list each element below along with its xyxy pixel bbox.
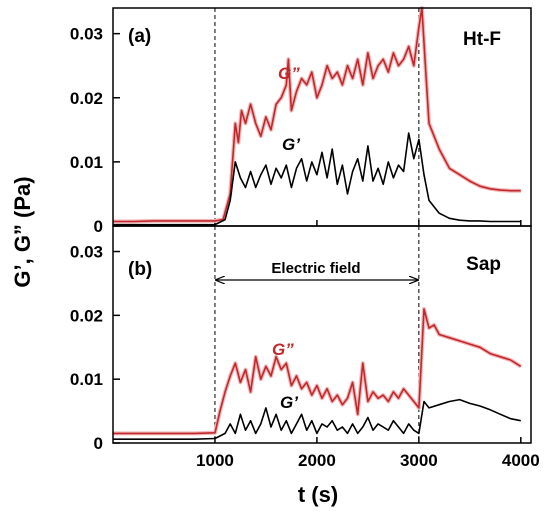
panel-a: 0 0.01 0.02 0.03 (a) Ht-F G” G’ [70, 6, 532, 236]
y-tick-label: 0 [94, 217, 103, 236]
y-tick-label: 0.01 [70, 370, 103, 389]
panel-b-g-double-prime-label: G” [272, 340, 294, 359]
series-line-glow [113, 6, 521, 224]
g-prime-line [113, 398, 521, 441]
x-axis-label: t (s) [298, 482, 338, 507]
y-tick-label: 0.03 [70, 25, 103, 44]
panel-b-field-markers [214, 226, 420, 443]
x-tick-label: 4000 [502, 451, 540, 470]
x-tick-label: 2000 [298, 451, 336, 470]
panel-a-series [113, 6, 521, 226]
x-tick-label: 1000 [196, 451, 234, 470]
g-prime-line [113, 132, 521, 226]
panel-a-y-ticks: 0 0.01 0.02 0.03 [70, 25, 120, 236]
y-tick-label: 0.01 [70, 153, 103, 172]
panel-b: 0 0.01 0.02 0.03 1000 2000 3000 4000 (b) Sap E… [70, 225, 540, 470]
y-tick-label: 0 [94, 434, 103, 453]
y-tick-label: 0.03 [70, 243, 103, 262]
electric-field-label: Electric field [271, 260, 360, 277]
panel-a-tag: (a) [128, 26, 151, 47]
panel-b-y-ticks: 0 0.01 0.02 0.03 [70, 243, 120, 453]
series-line-glow [113, 307, 522, 436]
panel-b-g-prime-label: G’ [280, 393, 298, 412]
panel-b-series [113, 307, 522, 441]
panel-a-g-double-prime-label: G” [278, 64, 300, 83]
panel-a-field-markers [214, 8, 420, 226]
panel-a-sample-label: Ht-F [463, 29, 501, 50]
panel-a-g-prime-label: G’ [282, 135, 300, 154]
g-double-prime-line [113, 308, 522, 435]
panel-b-x-ticks: 1000 2000 3000 4000 [196, 437, 540, 470]
panel-b-tag: (b) [128, 259, 152, 280]
y-axis-label: G’, G” (Pa) [10, 176, 35, 287]
panel-b-sample-label: Sap [466, 254, 501, 275]
panel-b-frame [112, 225, 532, 444]
x-tick-label: 3000 [400, 451, 438, 470]
y-tick-label: 0.02 [70, 89, 103, 108]
y-tick-label: 0.02 [70, 306, 103, 325]
g-double-prime-line [113, 7, 521, 223]
